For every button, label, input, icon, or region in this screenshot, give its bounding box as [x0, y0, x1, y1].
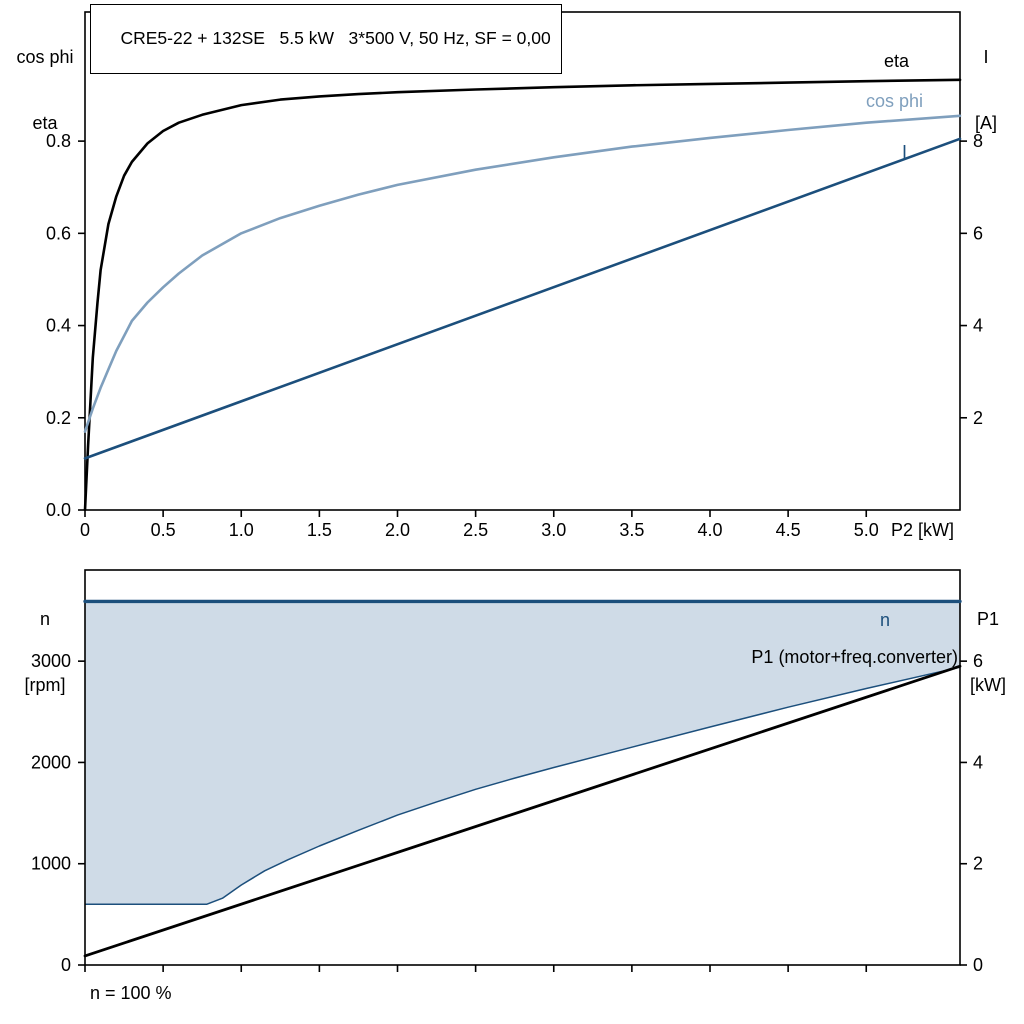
y-left-tick-label: 0 — [61, 955, 71, 975]
axis-title-eta: eta — [32, 113, 58, 133]
eta-curve — [83, 78, 962, 512]
x-tick-label: 3.5 — [619, 520, 644, 540]
y-left-tick-label: 1000 — [31, 854, 71, 874]
axis-title-current-unit: [A] — [974, 113, 997, 133]
chart-title-box: CRE5-22 + 132SE 5.5 kW 3*500 V, 50 Hz, S… — [90, 4, 562, 74]
top-left-axis-title: cos phi eta — [6, 2, 84, 178]
x-tick-label: 4.5 — [776, 520, 801, 540]
eta-curve-label: eta — [884, 51, 910, 71]
x-tick-label: 4.0 — [697, 520, 722, 540]
y-right-tick-label: 4 — [973, 316, 983, 336]
chart-title: CRE5-22 + 132SE 5.5 kW 3*500 V, 50 Hz, S… — [120, 28, 551, 48]
y-left-tick-label: 0.6 — [46, 223, 71, 243]
x-tick-label: 1.5 — [307, 520, 332, 540]
x-tick-label: 0 — [80, 520, 90, 540]
speed-footnote: n = 100 % — [90, 983, 172, 1003]
cos-phi-curve — [83, 114, 962, 433]
x-tick-label: 1.0 — [229, 520, 254, 540]
speed-range-lower-edge — [85, 666, 961, 905]
axis-title-speed-unit: [rpm] — [24, 675, 66, 695]
x-tick-label: 3.0 — [541, 520, 566, 540]
current-curve-label: I — [902, 142, 908, 162]
cos-phi-curve-label: cos phi — [866, 91, 924, 111]
plot-0: 0 0.5 1.0 1.5 2.0 2.5 3.0 3.5 4.0 4.5 5.0 P2 [kW] 0.… — [46, 11, 983, 540]
axis-title-cos-phi: cos phi — [16, 47, 74, 67]
axis-title-p1: P1 — [976, 609, 1000, 629]
y-left-tick-label: 3000 — [31, 651, 71, 671]
y-left-tick-label: 0.0 — [46, 500, 71, 520]
y-right-tick-label: 6 — [973, 651, 983, 671]
x-axis-label: P2 [kW] — [891, 520, 954, 540]
y-right-tick-label: 0 — [973, 955, 983, 975]
x-tick-label: 2.5 — [463, 520, 488, 540]
x-tick-label: 5.0 — [854, 520, 879, 540]
y-left-tick-label: 0.4 — [46, 316, 71, 336]
axis-title-current: I — [983, 47, 989, 67]
speed-range-area — [85, 601, 960, 905]
bottom-left-axis-title: n [rpm] — [6, 564, 84, 740]
i-curve — [83, 137, 962, 460]
x-tick-label: 2.0 — [385, 520, 410, 540]
top-right-axis-title: I [A] — [948, 2, 1024, 178]
y-right-tick-label: 4 — [973, 752, 983, 772]
plot-1: 0 1000 2000 3000 0 2 4 6 — [31, 569, 983, 975]
y-right-tick-label: 2 — [973, 408, 983, 428]
y-right-tick-label: 8 — [973, 131, 983, 151]
y-right-tick-label: 6 — [973, 223, 983, 243]
p1-motor-freq-converter--curve — [83, 664, 962, 958]
speed-curve-label: n — [880, 610, 891, 630]
x-tick-label: 0.5 — [151, 520, 176, 540]
y-right-tick-label: 2 — [973, 854, 983, 874]
plot-frame — [84, 569, 961, 966]
axis-title-speed: n — [39, 609, 50, 629]
bottom-right-axis-title: P1 [kW] — [950, 564, 1024, 740]
p1-curve-label: P1 (motor+freq.converter) — [751, 647, 958, 667]
y-left-tick-label: 0.8 — [46, 131, 71, 151]
y-left-tick-label: 2000 — [31, 752, 71, 772]
axis-title-p1-unit: [kW] — [970, 675, 1006, 695]
y-left-tick-label: 0.2 — [46, 408, 71, 428]
plot-frame — [84, 11, 961, 511]
